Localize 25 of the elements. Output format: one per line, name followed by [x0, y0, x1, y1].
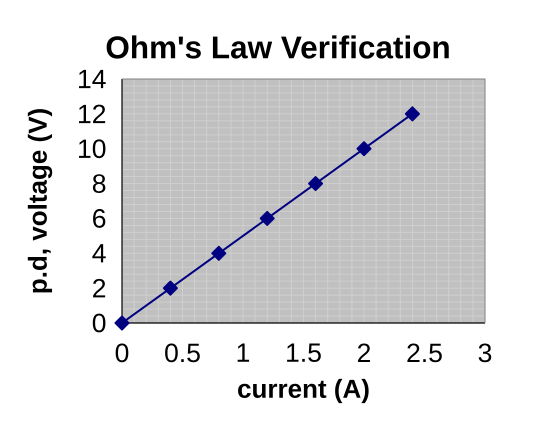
y-tick-label: 6	[93, 209, 106, 228]
point	[162, 280, 178, 296]
point	[356, 141, 372, 156]
y-tick-label: 2	[93, 278, 106, 298]
point	[308, 176, 324, 192]
point	[260, 210, 275, 226]
point	[114, 315, 130, 331]
y-tick-label: 14	[79, 70, 106, 88]
y-tick-label: 8	[92, 174, 106, 193]
x-tick-label: 1	[238, 344, 250, 362]
y-tick-label: 12	[79, 104, 106, 124]
x-tick-label: 0	[116, 344, 128, 362]
x-axis-title: current (A)	[238, 378, 369, 404]
y-tick-label: 10	[79, 139, 106, 158]
y-axis-title: p.d, voltage (V)	[28, 109, 52, 292]
x-tick-label: 2	[358, 344, 370, 362]
x-tick-label: 0.5	[165, 344, 200, 362]
x-tick-label: 3	[478, 344, 492, 362]
x-tick-label: 1.5	[287, 344, 321, 362]
point	[211, 246, 226, 261]
y-tick-label: 0	[92, 314, 106, 332]
point	[404, 106, 420, 122]
x-tick-label: 2.5	[407, 344, 442, 362]
chart-title: Ohm's Law Verification	[106, 35, 449, 59]
y-tick-label: 4	[92, 244, 106, 262]
